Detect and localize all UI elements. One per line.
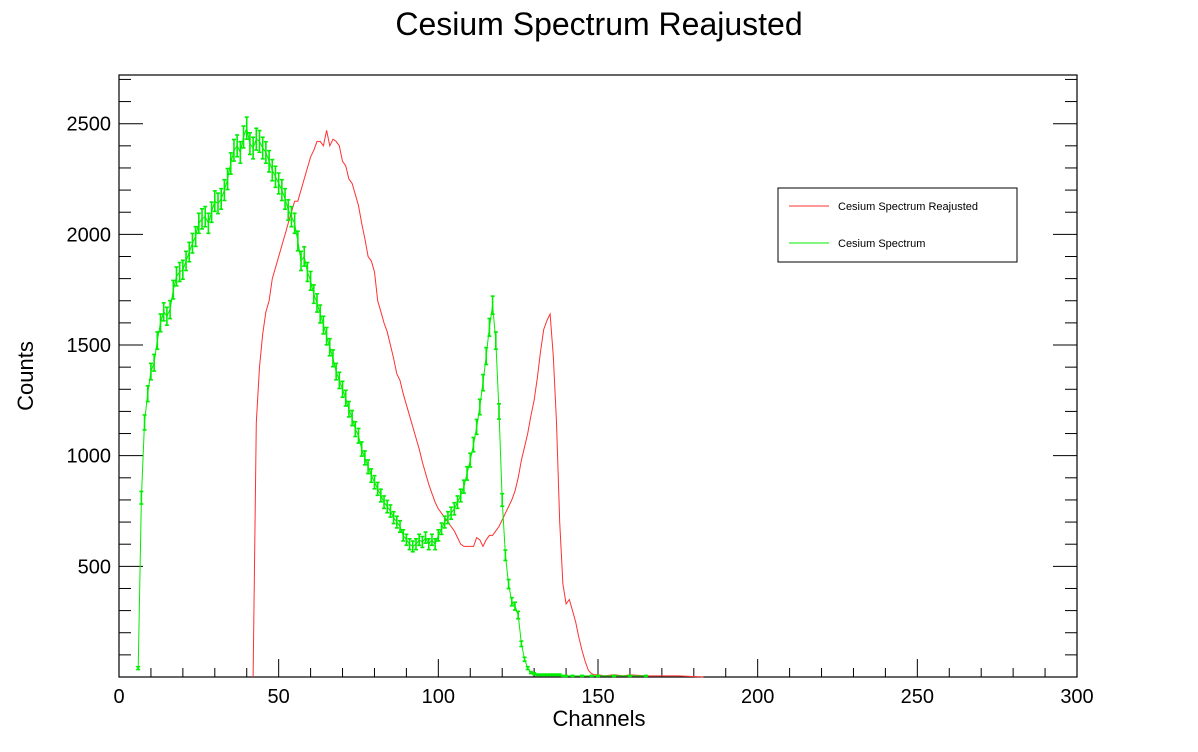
y-tick-label: 1500 [67, 335, 112, 357]
x-tick-label: 150 [581, 686, 614, 708]
y-tick-label: 1000 [67, 446, 112, 468]
y-axis: 500 1000 1500 2000 2500 [67, 78, 1077, 656]
x-tick-label: 50 [268, 686, 290, 708]
legend-box [777, 187, 1018, 263]
y-tick-label: 500 [78, 556, 111, 578]
series-line [137, 126, 646, 677]
x-tick-label: 300 [1060, 686, 1093, 708]
x-axis-label: Channels [553, 706, 646, 731]
x-tick-label: 100 [422, 686, 455, 708]
x-tick-label: 200 [741, 686, 774, 708]
legend: Cesium Spectrum Reajusted Cesium Spectru… [777, 187, 1018, 263]
series-line [252, 130, 704, 678]
y-tick-label: 2000 [67, 224, 112, 246]
x-tick-label: 250 [901, 686, 934, 708]
series-reajusted [252, 130, 704, 678]
legend-label-spectrum: Cesium Spectrum [838, 238, 925, 250]
x-axis: 0 50 100 150 200 250 300 [113, 659, 1094, 708]
y-tick-label: 2500 [67, 114, 112, 136]
x-tick-label: 0 [113, 686, 124, 708]
chart-title: Cesium Spectrum Reajusted [395, 6, 802, 42]
plot-area [136, 116, 704, 678]
series-spectrum [136, 116, 648, 678]
plot-frame [118, 74, 1078, 678]
y-axis-label: Counts [13, 341, 38, 411]
legend-label-reajusted: Cesium Spectrum Reajusted [838, 201, 978, 213]
